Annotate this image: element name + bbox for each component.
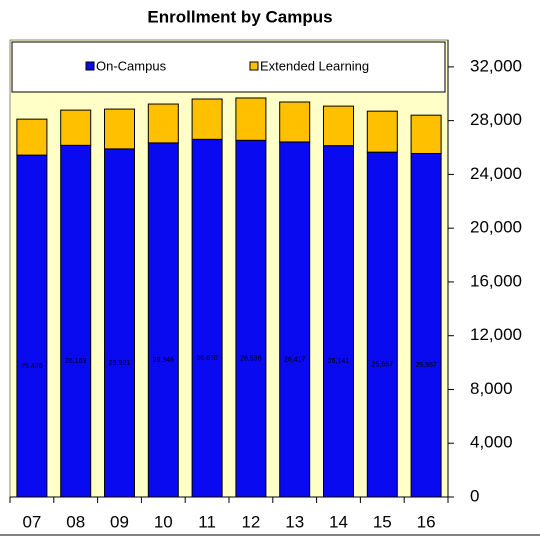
data-label: 26,346: [153, 357, 175, 364]
bar-segment: [104, 148, 135, 498]
x-tick-label: 13: [285, 512, 304, 531]
bar-segment: [60, 109, 92, 146]
x-tick-label: 07: [22, 512, 41, 531]
bar-segment: [366, 110, 398, 153]
bar-segment: [279, 141, 311, 498]
bar-segment: [60, 144, 92, 498]
bar-segment: [191, 138, 223, 498]
y-tick-label: 32,000: [470, 56, 522, 75]
data-label: 25,436: [21, 363, 43, 370]
bar-segment: [147, 103, 179, 144]
legend-box: [11, 41, 446, 93]
y-tick-label: 8,000: [470, 379, 513, 398]
y-tick-label: 0: [470, 486, 479, 505]
data-label: 26,417: [284, 356, 306, 363]
legend-swatch: [85, 61, 95, 71]
data-label: 26,163: [65, 358, 87, 365]
y-tick-label: 4,000: [470, 433, 513, 452]
bar-segment: [366, 151, 398, 498]
bar-segment: [279, 101, 311, 143]
y-tick-label: 24,000: [470, 164, 522, 183]
legend-label: Extended Learning: [260, 58, 369, 73]
bar-segment: [410, 152, 442, 498]
x-tick-label: 11: [198, 512, 216, 531]
bar-segment: [16, 118, 48, 156]
bar-segment: [16, 154, 48, 498]
bar-segment: [147, 142, 179, 498]
bar-segment: [104, 108, 135, 150]
data-label: 25,557: [415, 362, 437, 369]
legend-swatch: [249, 61, 259, 71]
data-label: 26,610: [196, 355, 218, 362]
y-tick-label: 28,000: [470, 110, 522, 129]
bar-segment: [235, 97, 267, 141]
data-label: 25,901: [109, 360, 131, 367]
bar-segment: [191, 98, 223, 140]
data-label: 26,141: [328, 358, 350, 365]
bar-segment: [410, 114, 442, 154]
bar-segment: [323, 145, 354, 498]
x-tick-label: 09: [110, 512, 129, 531]
x-tick-label: 15: [373, 512, 392, 531]
legend-label: On-Campus: [96, 58, 167, 73]
x-tick-label: 10: [154, 512, 173, 531]
y-tick-label: 12,000: [470, 325, 522, 344]
x-tick-label: 14: [329, 512, 348, 531]
bar-segment: [235, 139, 267, 498]
x-tick-label: 12: [241, 512, 260, 531]
data-label: 26,536: [240, 356, 262, 363]
x-tick-label: 08: [66, 512, 85, 531]
bar-segment: [323, 105, 354, 147]
y-tick-label: 20,000: [470, 218, 522, 237]
chart-title: Enrollment by Campus: [147, 7, 332, 26]
data-label: 25,657: [372, 361, 394, 368]
y-tick-label: 16,000: [470, 271, 522, 290]
x-tick-label: 16: [417, 512, 436, 531]
